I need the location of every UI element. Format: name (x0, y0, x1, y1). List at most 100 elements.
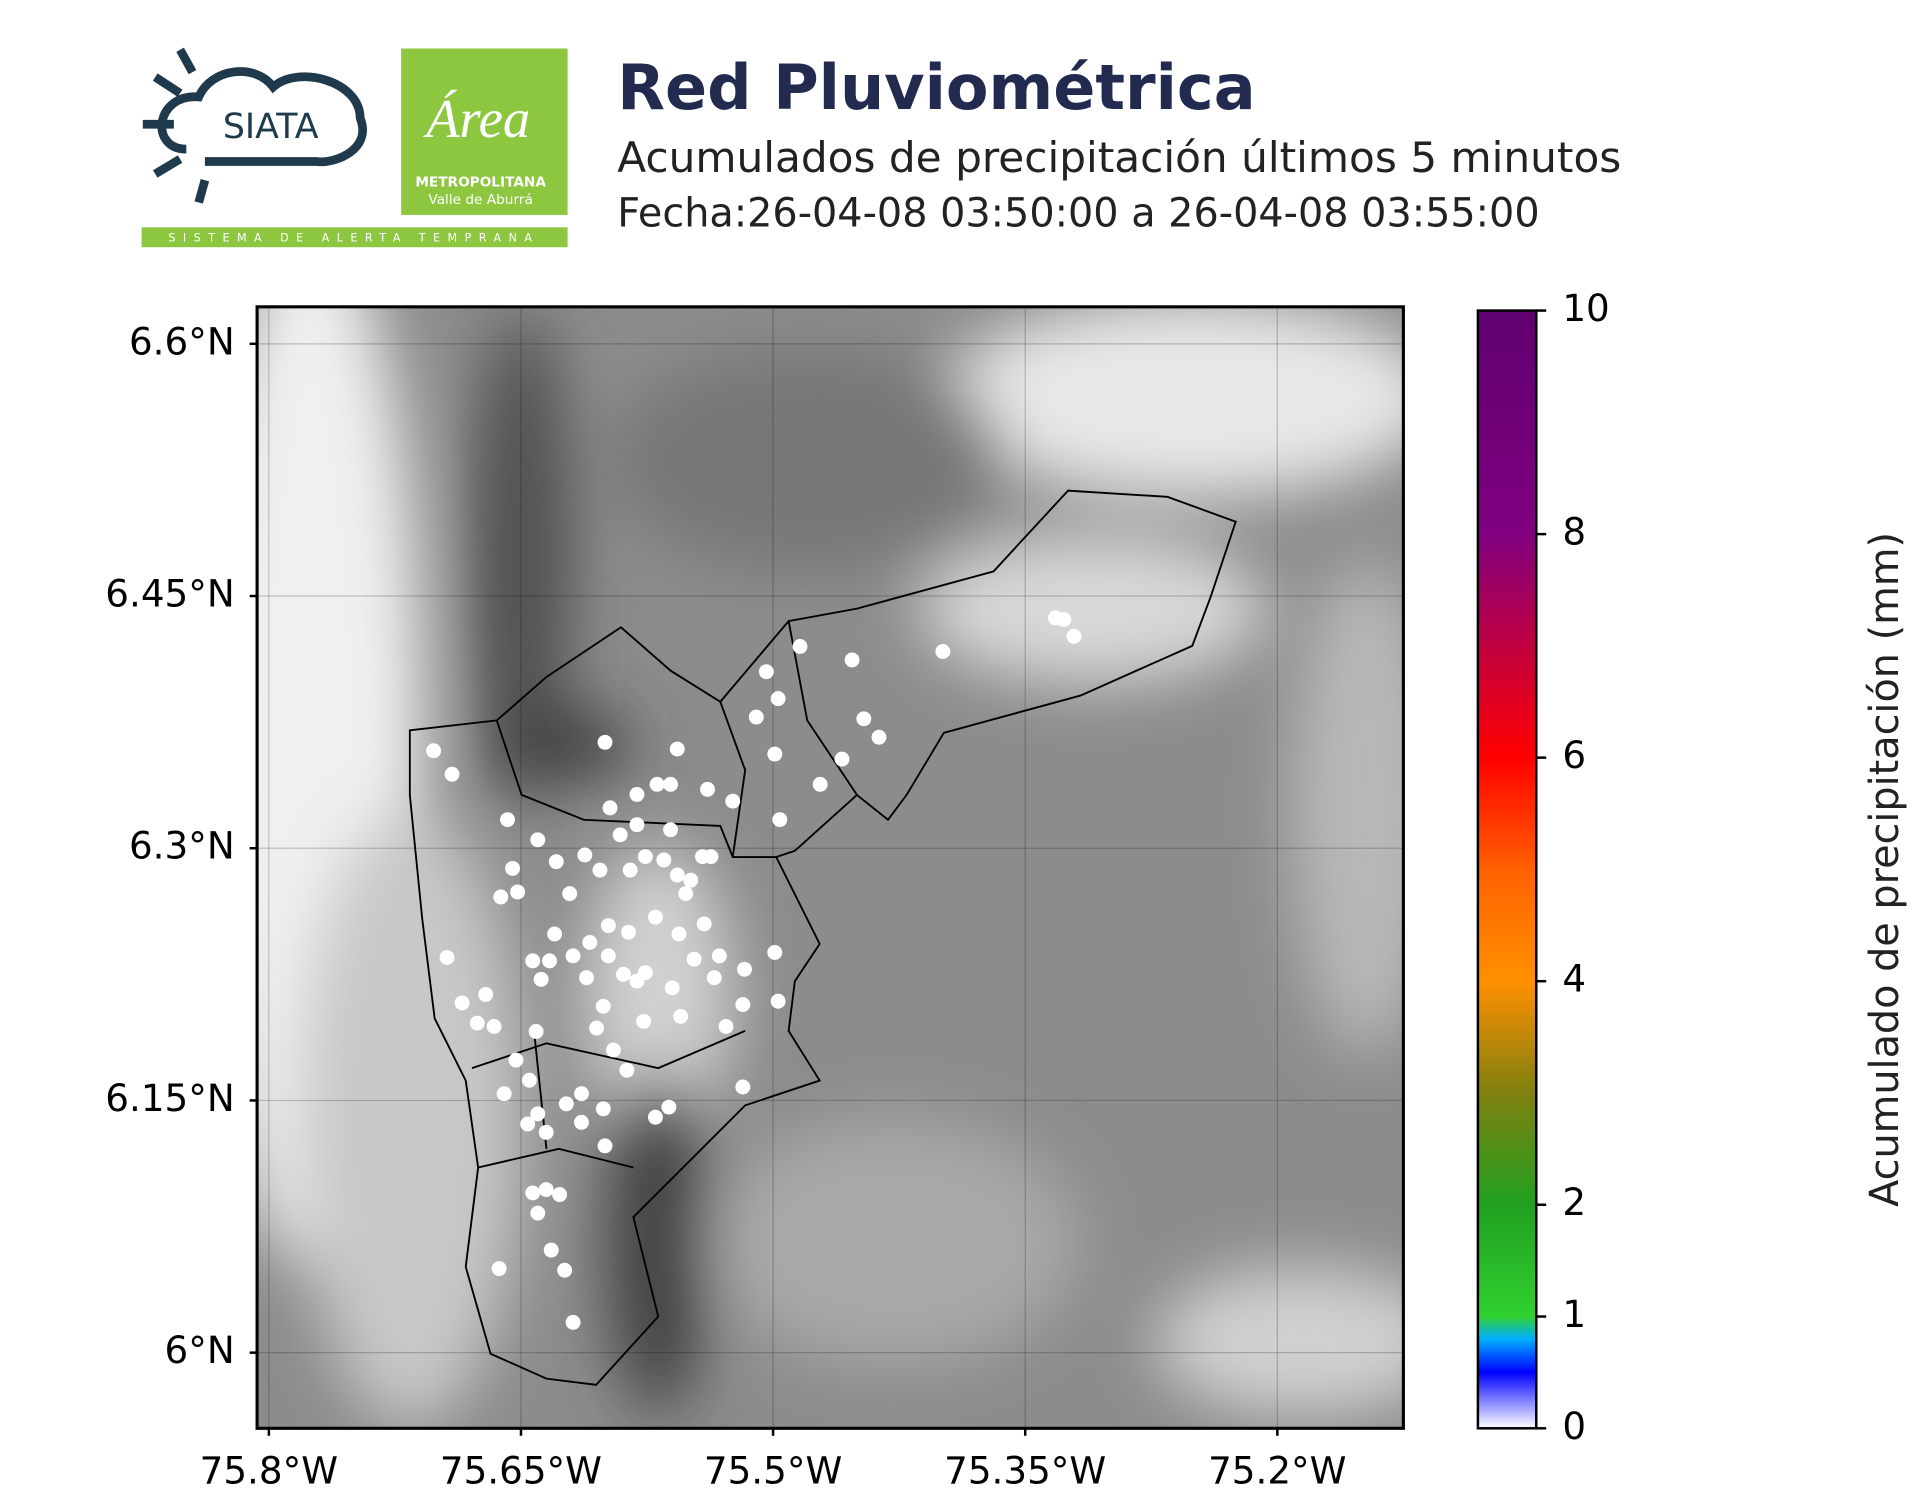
station (711, 948, 727, 964)
station (542, 953, 557, 969)
station (508, 1052, 524, 1068)
station (574, 1086, 589, 1102)
station (1066, 628, 1082, 644)
colorbar-tick-label: 0 (1562, 1404, 1586, 1448)
station (621, 924, 636, 940)
station (439, 950, 455, 965)
station (671, 926, 687, 942)
station (772, 812, 788, 828)
station (700, 781, 715, 797)
station (748, 709, 764, 725)
station (673, 1008, 689, 1024)
station (597, 1138, 613, 1154)
x-tick-label: 75.65°W (440, 1449, 602, 1493)
station (426, 743, 442, 759)
station (548, 854, 564, 870)
station (686, 951, 702, 967)
station (725, 793, 741, 809)
station (538, 1182, 554, 1198)
station (663, 822, 679, 838)
y-tick-label: 6.45°N (105, 572, 234, 616)
title: Red Pluviométrica (617, 51, 1255, 124)
colorbar (1476, 309, 1538, 1430)
colorbar-tick-label: 4 (1562, 957, 1586, 1001)
station (547, 926, 563, 942)
y-tick-label: 6.3°N (129, 824, 235, 868)
station (605, 1042, 621, 1058)
station (444, 766, 460, 782)
station (600, 918, 616, 934)
station (486, 1019, 502, 1034)
station (478, 987, 494, 1002)
station (612, 827, 628, 843)
station (510, 884, 526, 900)
station (543, 1242, 559, 1258)
station (834, 751, 850, 767)
station (770, 993, 786, 1009)
station (758, 664, 774, 680)
station (696, 916, 712, 932)
x-tick-label: 75.8°W (200, 1449, 338, 1493)
station (1056, 612, 1072, 628)
station (525, 1185, 541, 1201)
station (538, 1124, 554, 1140)
colorbar-tick-label: 2 (1562, 1180, 1586, 1224)
x-tick-label: 75.5°W (704, 1449, 842, 1493)
station (844, 652, 860, 668)
date: Fecha:26-04-08 03:50:00 a 26-04-08 03:55… (617, 191, 1539, 237)
station (663, 776, 679, 792)
x-tick-label: 75.2°W (1208, 1449, 1346, 1493)
station (530, 832, 546, 848)
station (683, 872, 699, 888)
station (629, 973, 645, 989)
station (647, 1109, 663, 1125)
station (871, 729, 887, 745)
station (600, 948, 616, 964)
station (636, 1013, 652, 1029)
station (737, 961, 752, 977)
station (565, 1314, 581, 1330)
station (767, 746, 783, 762)
station (496, 1086, 512, 1102)
station (595, 1101, 611, 1117)
station (735, 997, 751, 1013)
colorbar-tick-label: 8 (1562, 510, 1586, 554)
station (649, 776, 665, 792)
station (582, 934, 598, 950)
station (589, 1020, 605, 1036)
station (856, 711, 872, 727)
area-text: Área (423, 88, 530, 149)
station (706, 970, 722, 986)
station (616, 966, 631, 982)
station (735, 1079, 751, 1095)
station (629, 817, 645, 833)
station (703, 849, 719, 865)
boundary (408, 489, 1237, 1386)
station (669, 741, 685, 757)
station (718, 1019, 734, 1034)
y-tick-label: 6°N (165, 1328, 235, 1372)
terrain (257, 306, 1404, 1429)
station (530, 1205, 546, 1221)
station (500, 812, 515, 828)
sistema-text: SISTEMA DE ALERTA TEMPRANA (168, 232, 539, 245)
station (661, 1099, 677, 1115)
station (629, 786, 645, 802)
station (520, 1116, 536, 1132)
station (619, 1062, 635, 1078)
station (637, 849, 653, 865)
station (505, 860, 521, 876)
station (574, 1114, 589, 1130)
station (454, 995, 470, 1011)
colorbar-label: Acumulado de precipitación (mm) (1862, 532, 1908, 1207)
station (562, 886, 578, 902)
station (767, 945, 783, 960)
station (533, 971, 549, 987)
station (565, 948, 581, 964)
station (792, 639, 808, 654)
metro-text: METROPOLITANA (415, 175, 546, 191)
station (530, 1106, 546, 1122)
station (493, 889, 509, 905)
colorbar-tick-label: 6 (1562, 733, 1586, 777)
station (592, 862, 608, 878)
